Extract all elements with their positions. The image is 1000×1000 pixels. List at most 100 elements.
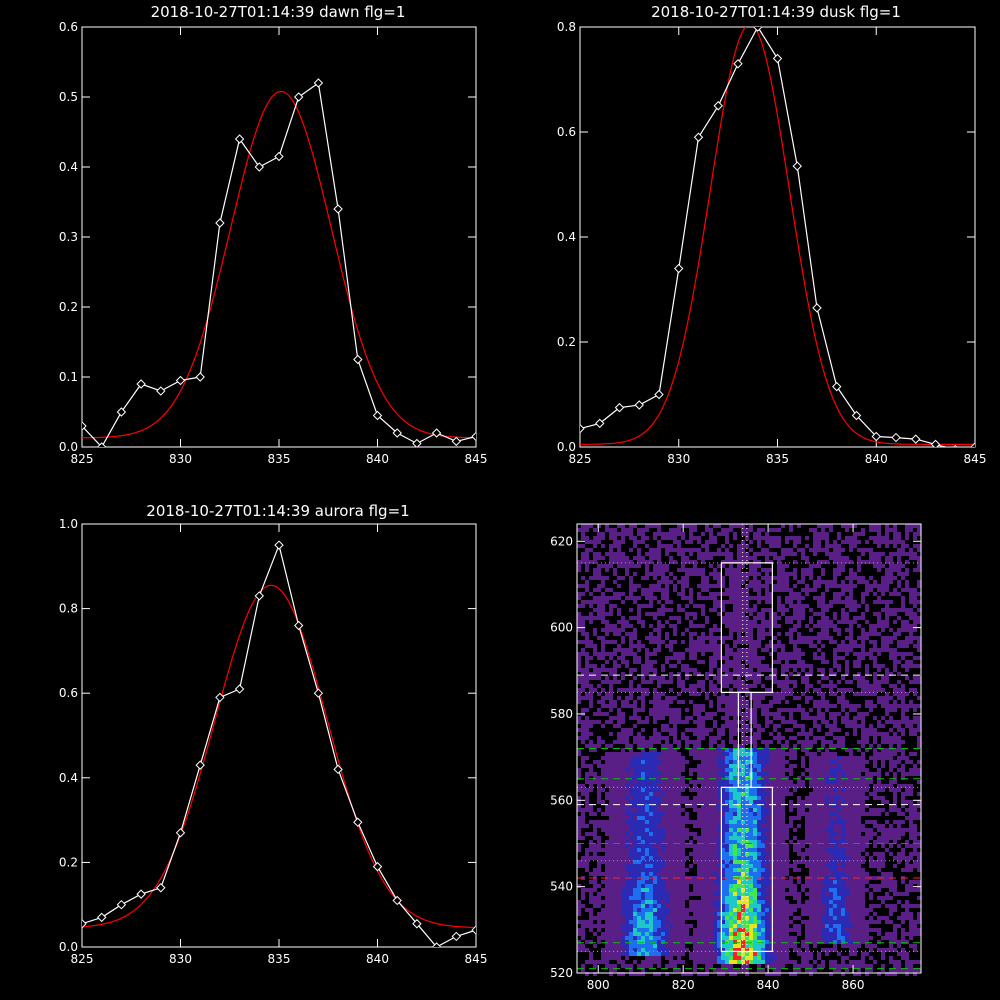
heatmap-y-tick-label: 560 xyxy=(550,793,573,807)
dusk-data-point xyxy=(871,431,881,442)
dusk-data-line xyxy=(580,27,975,447)
aurora-data-point xyxy=(136,889,146,899)
dusk-data-point xyxy=(851,410,862,421)
aurora-data-point xyxy=(215,692,225,703)
aurora-data-point xyxy=(175,828,186,838)
aurora-y-tick-label: 0.6 xyxy=(59,686,78,700)
dusk-data-point xyxy=(792,161,802,171)
aurora-data-point xyxy=(431,942,442,947)
aurora-data-point xyxy=(96,912,107,923)
dusk-data-point xyxy=(953,444,958,447)
spectrogram-heatmap: 800 820 840 860 520 540 560 580 600 620 xyxy=(550,523,922,992)
dusk-x-tick-label: 845 xyxy=(964,452,987,466)
aurora-y-tick-label: 0.0 xyxy=(59,940,78,954)
dusk-data-point xyxy=(812,303,822,313)
dawn-data-point xyxy=(431,428,442,438)
dawn-data-point xyxy=(293,92,304,102)
dawn-data-point xyxy=(392,428,402,438)
aurora-spectrum-plot: 2018-10-27T01:14:39 aurora flg=1 825 830 8… xyxy=(59,502,488,966)
dusk-data-point xyxy=(911,434,921,444)
aurora-x-tick-label: 840 xyxy=(366,952,389,966)
dusk-spectrum-plot: 2018-10-27T01:14:39 dusk flg=1 825 830 835… xyxy=(557,3,987,466)
dusk-data-point xyxy=(891,432,901,443)
dawn-fit-line xyxy=(82,90,476,439)
dusk-data-point xyxy=(733,59,743,69)
dawn-x-tick-label: 835 xyxy=(268,452,291,466)
aurora-data-point xyxy=(372,861,383,872)
dawn-data-point xyxy=(195,372,205,382)
aurora-x-tick-label: 835 xyxy=(268,952,291,966)
aurora-plot-title: 2018-10-27T01:14:39 aurora flg=1 xyxy=(146,502,409,520)
dusk-data-point xyxy=(595,418,605,429)
dawn-y-tick-label: 0.5 xyxy=(59,90,78,104)
dusk-axes-frame xyxy=(579,26,976,448)
aurora-y-tick-label: 0.4 xyxy=(59,771,78,785)
heatmap-y-tick-label: 620 xyxy=(550,534,573,548)
heatmap-region-box xyxy=(737,691,752,788)
aurora-data-point xyxy=(254,591,265,601)
dusk-data-point xyxy=(580,423,585,434)
dusk-x-tick-label: 840 xyxy=(865,452,888,466)
dawn-data-point xyxy=(333,204,343,214)
dusk-data-point xyxy=(654,389,664,400)
dawn-x-tick-label: 845 xyxy=(465,452,488,466)
aurora-data-point xyxy=(274,540,284,550)
dusk-data-point xyxy=(772,53,783,64)
aurora-data-point xyxy=(451,931,462,942)
dusk-data-point xyxy=(614,402,625,413)
dusk-data-point xyxy=(753,27,763,32)
dawn-data-point xyxy=(412,438,422,447)
aurora-data-point xyxy=(116,899,127,910)
dusk-data-point xyxy=(674,263,684,274)
dawn-y-tick-label: 0.1 xyxy=(59,370,78,384)
aurora-data-point xyxy=(195,760,205,770)
aurora-data-point xyxy=(412,919,422,929)
dusk-y-tick-label: 0.2 xyxy=(557,335,576,349)
heatmap-x-tick-label: 800 xyxy=(587,978,610,992)
dusk-y-tick-label: 0.6 xyxy=(557,125,576,139)
aurora-data-point xyxy=(156,883,166,893)
dawn-data-point xyxy=(254,162,265,172)
aurora-data-point xyxy=(353,817,363,827)
dawn-data-point xyxy=(313,78,324,88)
heatmap-pixels xyxy=(577,524,921,976)
dusk-x-tick-label: 835 xyxy=(766,452,789,466)
dawn-plot-title: 2018-10-27T01:14:39 dawn flg=1 xyxy=(151,3,406,21)
heatmap-axes-frame xyxy=(576,523,922,974)
dusk-data-point xyxy=(713,101,723,111)
dawn-y-tick-label: 0.2 xyxy=(59,300,78,314)
dusk-data-point xyxy=(970,442,975,447)
aurora-y-tick-label: 1.0 xyxy=(59,517,78,531)
dawn-data-line xyxy=(82,81,476,447)
dawn-data-point xyxy=(116,407,127,417)
dusk-x-tick-label: 825 xyxy=(569,452,592,466)
dawn-x-tick-label: 825 xyxy=(71,452,94,466)
dawn-data-point xyxy=(274,151,284,162)
dusk-plot-title: 2018-10-27T01:14:39 dusk flg=1 xyxy=(651,3,901,21)
aurora-x-tick-label: 845 xyxy=(465,952,488,966)
dawn-data-point xyxy=(215,218,225,228)
dusk-y-tick-label: 0.8 xyxy=(557,20,576,34)
heatmap-x-tick-label: 840 xyxy=(757,978,780,992)
aurora-data-point xyxy=(333,764,343,775)
heatmap-x-tick-label: 820 xyxy=(672,978,695,992)
dusk-data-point xyxy=(930,439,941,447)
aurora-data-point xyxy=(82,919,87,929)
dusk-x-tick-label: 830 xyxy=(667,452,690,466)
dusk-data-point xyxy=(634,400,644,410)
dawn-y-tick-label: 0.4 xyxy=(59,160,78,174)
aurora-y-tick-label: 0.2 xyxy=(59,855,78,869)
dawn-x-tick-label: 830 xyxy=(169,452,192,466)
aurora-fit-line xyxy=(82,584,476,929)
aurora-data-point xyxy=(392,895,402,906)
aurora-data-line xyxy=(82,543,476,947)
dawn-data-point xyxy=(234,134,245,144)
dawn-data-point xyxy=(82,421,87,431)
aurora-data-point xyxy=(293,620,304,631)
dawn-data-point xyxy=(96,442,107,447)
aurora-data-point xyxy=(471,925,476,935)
dawn-data-point xyxy=(372,410,383,421)
aurora-data-point xyxy=(313,688,324,698)
aurora-y-tick-label: 0.8 xyxy=(59,602,78,616)
